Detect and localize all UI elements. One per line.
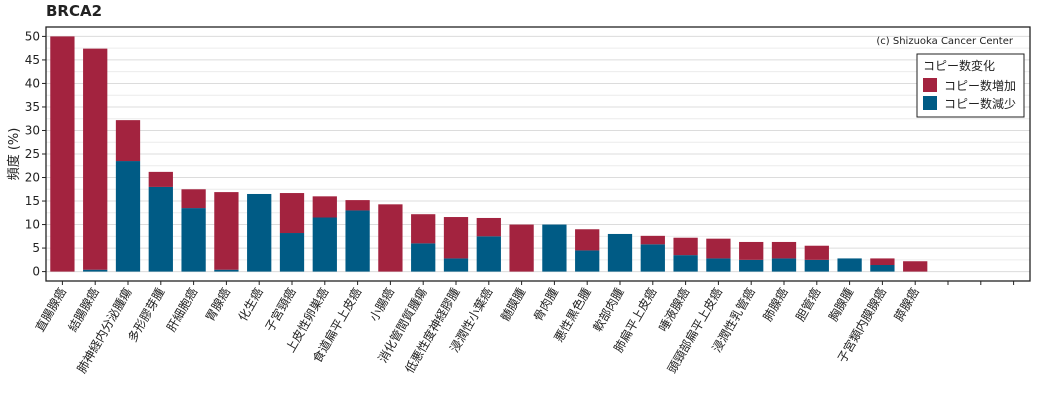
bar-segment xyxy=(673,255,698,272)
bar-segment xyxy=(148,186,173,272)
bar-segment xyxy=(312,217,337,272)
bar-segment xyxy=(443,217,469,259)
y-axis-ticks: 0 5 10 15 20 25 30 35 40 45 50 xyxy=(25,29,46,279)
bar-segment xyxy=(476,236,501,272)
bar-segment xyxy=(181,189,206,209)
bar-segment xyxy=(247,193,272,272)
bar-segment xyxy=(411,243,436,272)
x-tick-label: 胸腺腫 xyxy=(825,285,856,324)
x-tick-label: 子宮頸癌 xyxy=(262,285,299,334)
bar-segment xyxy=(476,217,501,237)
bar-segment xyxy=(443,258,469,272)
x-tick-label: 胃腺癌 xyxy=(202,285,233,324)
legend: コピー数変化 コピー数増加 コピー数減少 xyxy=(916,53,1025,118)
x-tick-label: 髄膜腫 xyxy=(497,285,528,324)
legend-swatch-increase xyxy=(923,78,937,92)
legend-label-increase: コピー数増加 xyxy=(944,78,1016,93)
bar-segment xyxy=(50,36,75,272)
bar-segment xyxy=(148,171,173,187)
x-tick-label: 肺腺癌 xyxy=(760,285,791,324)
legend-swatch-decrease xyxy=(923,96,937,110)
x-tick-label: 小腸癌 xyxy=(366,285,397,324)
bar-segment xyxy=(575,229,600,251)
legend-label-decrease: コピー数減少 xyxy=(944,96,1016,111)
grid-lines xyxy=(46,35,1030,273)
x-tick-label: 直腸腺癌 xyxy=(32,285,69,334)
bar-segment xyxy=(279,193,305,234)
bar-segment xyxy=(706,258,731,272)
bar-segment xyxy=(804,259,829,272)
x-tick-label: 膵腺癌 xyxy=(891,285,922,324)
y-tick-label: 35 xyxy=(25,100,40,114)
bar-segment xyxy=(378,204,403,272)
bar-segment xyxy=(771,258,797,272)
bar-segment xyxy=(870,258,895,266)
bar-segment xyxy=(739,259,764,272)
x-tick-label: 軟部肉腫 xyxy=(590,285,627,334)
bar-segment xyxy=(181,208,206,272)
y-tick-label: 5 xyxy=(32,241,40,255)
bar-segment xyxy=(870,265,895,272)
x-tick-label: 骨肉腫 xyxy=(531,286,561,324)
bar-segment xyxy=(214,269,239,272)
bar-segment xyxy=(509,224,534,272)
x-tick-label: 結腸腺癌 xyxy=(65,285,102,334)
y-tick-label: 30 xyxy=(25,123,40,137)
bar-segment xyxy=(214,192,239,270)
y-tick-label: 40 xyxy=(25,76,40,90)
bar-segment xyxy=(411,214,436,244)
credit-text: (c) Shizuoka Cancer Center xyxy=(876,36,1014,47)
bar-segment xyxy=(345,200,370,211)
y-tick-label: 0 xyxy=(32,265,40,279)
bar-segment xyxy=(607,233,633,272)
bar-segment xyxy=(115,120,141,162)
chart-title: BRCA2 xyxy=(46,2,103,20)
x-tick-label: 胆管癌 xyxy=(792,285,823,324)
bar-segment xyxy=(279,233,305,272)
bar-segment xyxy=(673,237,698,256)
y-tick-label: 25 xyxy=(25,147,40,161)
bar-segment xyxy=(706,238,731,259)
y-tick-label: 20 xyxy=(25,171,40,185)
bar-segment xyxy=(345,210,370,272)
bar-segment xyxy=(115,161,141,272)
y-tick-label: 10 xyxy=(25,218,40,232)
x-tick-label: 肝細胞癌 xyxy=(163,285,200,334)
bar-segment xyxy=(804,245,829,260)
bar-segment xyxy=(837,258,862,272)
bar-segment xyxy=(542,224,567,272)
legend-title: コピー数変化 xyxy=(923,58,995,73)
bar-segment xyxy=(640,244,665,272)
bar-segment xyxy=(312,196,337,218)
x-tick-label: 化生癌 xyxy=(235,285,266,324)
bar-segment xyxy=(640,235,665,245)
x-tick-label: 唾液腺癌 xyxy=(655,285,692,334)
y-axis-label: 頻度 (%) xyxy=(6,128,22,181)
bar-segment xyxy=(771,241,797,259)
bar-segment xyxy=(83,269,108,272)
bar-segment xyxy=(903,261,928,272)
bar-segment xyxy=(739,241,764,260)
y-tick-label: 50 xyxy=(25,29,40,43)
y-tick-label: 15 xyxy=(25,194,40,208)
y-tick-label: 45 xyxy=(25,53,40,67)
bar-segment xyxy=(575,250,600,272)
bar-segment xyxy=(83,48,108,270)
bars xyxy=(50,36,928,272)
